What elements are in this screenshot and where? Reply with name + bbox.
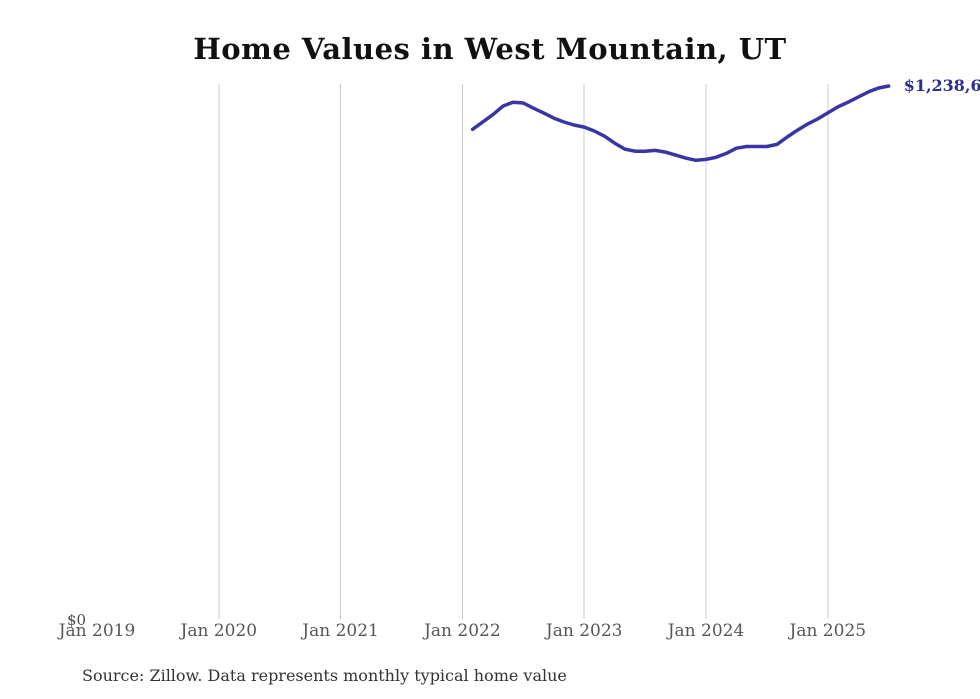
chart-title: Home Values in West Mountain, UT	[193, 32, 787, 66]
x-axis-label-2020: Jan 2020	[180, 621, 258, 641]
x-axis-label-2023: Jan 2023	[545, 621, 623, 641]
end-point-value-label: $1,238,6	[903, 76, 980, 95]
x-axis-label-2024: Jan 2024	[667, 621, 745, 641]
y-axis-zero-label: $0	[67, 611, 87, 629]
x-axis-label-2025: Jan 2025	[789, 621, 867, 641]
source-note: Source: Zillow. Data represents monthly …	[82, 666, 567, 685]
home-value-line	[470, 84, 891, 163]
x-axis-label-2021: Jan 2021	[302, 621, 379, 641]
x-axis-label-2022: Jan 2022	[424, 621, 501, 641]
x-axis-label-2019: Jan 2019	[58, 621, 136, 641]
